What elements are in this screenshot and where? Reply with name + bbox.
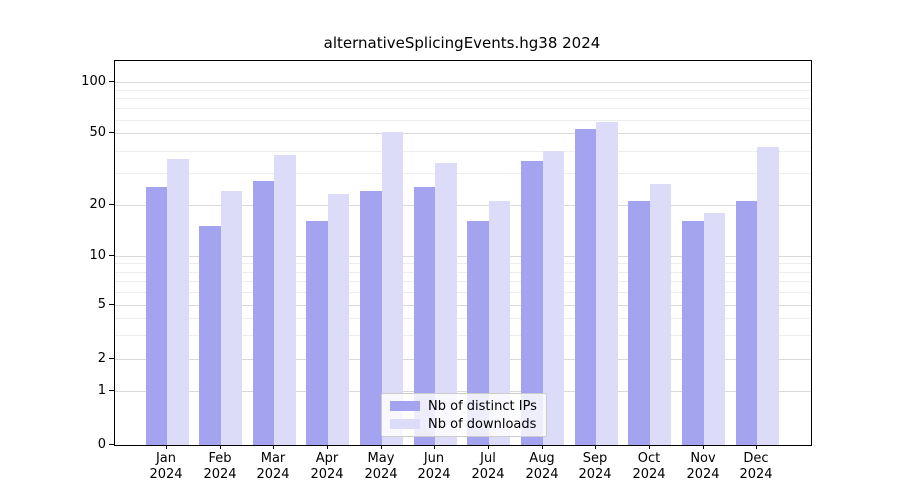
x-tick-label-oct: Oct 2024 [632, 451, 666, 482]
x-tick-jul [488, 445, 489, 449]
bar-distinct-ips-sep [574, 129, 597, 445]
x-tick-oct [649, 445, 650, 449]
x-tick-jan [166, 445, 167, 449]
plot-area: Nb of distinct IPs Nb of downloads [114, 60, 812, 446]
bar-downloads-jun [435, 163, 457, 445]
x-tick-may [381, 445, 382, 449]
y-tick-5 [109, 304, 114, 305]
y-tick-2 [109, 358, 114, 359]
y-tick-label-100: 100 [81, 74, 106, 89]
gridline-major-2 [115, 359, 811, 360]
bar-distinct-ips-dec [735, 201, 758, 445]
gridline-major-10 [115, 256, 811, 257]
gridline-major-20 [115, 205, 811, 206]
bar-distinct-ips-jan [145, 187, 167, 445]
bar-distinct-ips-aug [521, 161, 543, 445]
bar-distinct-ips-feb [199, 226, 221, 445]
x-tick-label-apr: Apr 2024 [310, 451, 344, 482]
gridline-minor-40 [115, 151, 811, 152]
bar-distinct-ips-apr [306, 221, 328, 445]
x-tick-label-feb: Feb 2024 [203, 451, 237, 482]
legend-swatch-downloads [390, 419, 420, 429]
x-tick-apr [327, 445, 328, 449]
bar-distinct-ips-mar [252, 181, 275, 445]
y-tick-20 [109, 204, 114, 205]
gridline-minor-6 [115, 292, 811, 293]
x-tick-label-mar: Mar 2024 [256, 451, 290, 482]
x-tick-dec [756, 445, 757, 449]
bar-downloads-nov [703, 213, 726, 445]
bar-distinct-ips-nov [682, 221, 704, 445]
x-tick-jun [434, 445, 435, 449]
x-tick-label-jan: Jan 2024 [149, 451, 183, 482]
legend: Nb of distinct IPs Nb of downloads [381, 393, 547, 437]
bar-downloads-may [381, 132, 404, 445]
x-tick-sep [595, 445, 596, 449]
gridline-minor-60 [115, 120, 811, 121]
x-tick-label-jul: Jul 2024 [471, 451, 505, 482]
x-tick-mar [273, 445, 274, 449]
bar-downloads-jan [167, 159, 189, 445]
gridline-minor-70 [115, 108, 811, 109]
bar-downloads-sep [596, 122, 618, 445]
x-tick-label-jun: Jun 2024 [417, 451, 451, 482]
x-tick-label-sep: Sep 2024 [578, 451, 612, 482]
x-tick-label-may: May 2024 [364, 451, 398, 482]
x-tick-label-dec: Dec 2024 [739, 451, 773, 482]
bar-downloads-oct [649, 184, 672, 445]
bar-distinct-ips-may [360, 191, 382, 445]
y-tick-label-1: 1 [97, 383, 106, 398]
gridline-minor-8 [115, 272, 811, 273]
gridline-minor-90 [115, 90, 811, 91]
gridline-minor-30 [115, 173, 811, 174]
y-tick-100 [109, 81, 114, 82]
legend-item-downloads: Nb of downloads [382, 417, 546, 432]
legend-swatch-distinct-ips [390, 401, 420, 411]
chart-title: alternativeSplicingEvents.hg38 2024 [323, 34, 601, 52]
x-tick-feb [220, 445, 221, 449]
gridline-major-5 [115, 305, 811, 306]
bar-downloads-apr [327, 194, 350, 445]
y-tick-label-20: 20 [89, 197, 106, 212]
bar-distinct-ips-jun [413, 187, 436, 445]
gridline-minor-3 [115, 335, 811, 336]
y-tick-label-10: 10 [89, 248, 106, 263]
y-tick-label-0: 0 [97, 437, 106, 452]
bar-downloads-feb [220, 191, 243, 445]
gridline-major-100 [115, 82, 811, 83]
bar-downloads-mar [274, 155, 296, 445]
bar-distinct-ips-jul [467, 221, 489, 445]
gridline-minor-4 [115, 318, 811, 319]
y-tick-label-5: 5 [97, 297, 106, 312]
y-tick-50 [109, 132, 114, 133]
bar-downloads-dec [757, 147, 779, 445]
gridline-minor-9 [115, 263, 811, 264]
gridline-major-50 [115, 133, 811, 134]
gridline-major-1 [115, 391, 811, 392]
legend-item-distinct-ips: Nb of distinct IPs [382, 399, 546, 414]
y-tick-0 [109, 444, 114, 445]
bar-downloads-jul [488, 201, 511, 445]
legend-label-distinct-ips: Nb of distinct IPs [428, 398, 537, 414]
y-tick-10 [109, 255, 114, 256]
x-tick-nov [703, 445, 704, 449]
y-tick-1 [109, 390, 114, 391]
x-tick-label-nov: Nov 2024 [686, 451, 720, 482]
gridline-minor-7 [115, 281, 811, 282]
bar-distinct-ips-oct [628, 201, 650, 445]
y-tick-label-2: 2 [97, 351, 106, 366]
legend-label-downloads: Nb of downloads [428, 416, 537, 432]
x-tick-label-aug: Aug 2024 [525, 451, 559, 482]
gridline-minor-80 [115, 98, 811, 99]
x-tick-aug [542, 445, 543, 449]
y-tick-label-50: 50 [89, 125, 106, 140]
bar-downloads-aug [542, 151, 565, 445]
